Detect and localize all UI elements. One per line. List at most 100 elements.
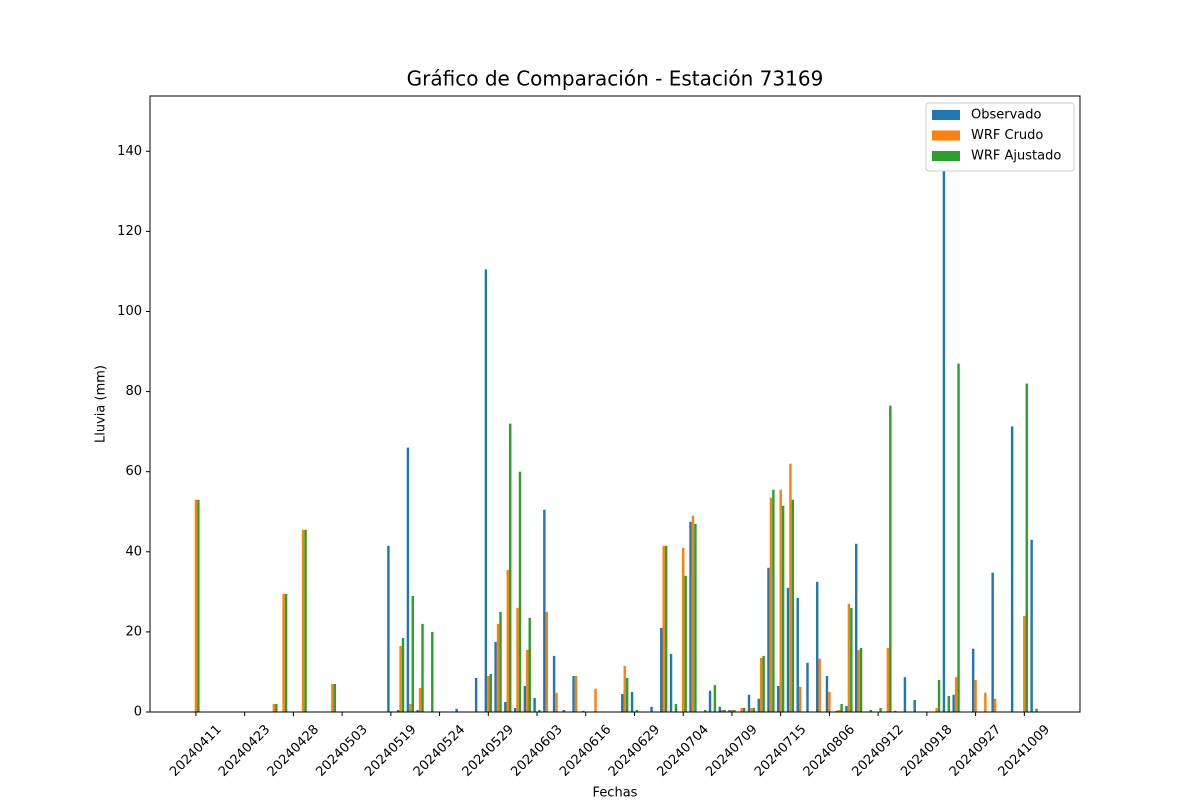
bar (954, 677, 958, 712)
y-tick-label: 60 (125, 464, 142, 479)
legend-label: Observado (971, 108, 1042, 123)
bar (506, 569, 510, 712)
bar (1025, 383, 1028, 712)
y-tick-label: 0 (134, 705, 142, 720)
bar (847, 603, 851, 712)
bar (835, 710, 838, 712)
bar (740, 707, 743, 712)
bar (984, 692, 987, 712)
bar (504, 701, 507, 712)
bar (630, 691, 634, 712)
bar (635, 709, 639, 712)
y-tick-label: 80 (125, 384, 142, 399)
bar (689, 521, 692, 712)
bar (937, 679, 941, 712)
bar (816, 581, 819, 712)
x-axis-label: Fechas (593, 786, 638, 801)
bar (767, 567, 770, 712)
y-axis-label: Lluvia (mm) (94, 365, 109, 443)
bar (197, 499, 200, 712)
bar (845, 705, 848, 712)
bar (509, 423, 512, 712)
bar (750, 707, 753, 712)
bar (1030, 539, 1033, 712)
y-tick-label: 100 (117, 304, 142, 319)
bar (574, 675, 578, 712)
bar (474, 677, 478, 712)
bar (545, 611, 548, 712)
bar (769, 497, 773, 712)
bar (572, 675, 575, 712)
bar (974, 679, 977, 712)
bar (650, 706, 653, 712)
bar (828, 691, 831, 712)
bar (796, 597, 799, 712)
bar (942, 125, 946, 712)
bar (513, 707, 517, 712)
bar (708, 690, 712, 712)
legend-swatch (932, 110, 960, 120)
bar (272, 703, 276, 712)
y-tick-label: 20 (125, 624, 142, 639)
bar (528, 617, 531, 712)
bar (723, 709, 726, 712)
bar (409, 703, 412, 712)
bar (718, 706, 721, 712)
bar (957, 363, 960, 712)
bar (825, 675, 829, 712)
bar (759, 657, 763, 712)
bar (786, 587, 790, 712)
bar (421, 623, 424, 712)
bar (399, 645, 402, 712)
bar (733, 709, 736, 712)
bar (1010, 426, 1014, 712)
bar (728, 709, 731, 712)
bar (854, 543, 858, 712)
y-tick-label: 40 (125, 544, 142, 559)
bar (411, 595, 414, 712)
bar (779, 489, 782, 712)
bar (903, 677, 907, 712)
bar (487, 675, 490, 712)
bar (194, 499, 198, 712)
bar (669, 653, 673, 712)
bar (893, 710, 897, 712)
bar (913, 699, 916, 712)
bar (837, 709, 841, 712)
bar (840, 703, 843, 712)
bar (533, 697, 536, 712)
bar (516, 607, 519, 712)
bar (857, 649, 860, 712)
bar (284, 593, 288, 712)
bar (947, 695, 951, 712)
bar (1035, 708, 1038, 712)
bar (691, 515, 695, 712)
bar (752, 707, 756, 712)
bar (304, 529, 307, 712)
bar (331, 683, 334, 712)
bar (396, 709, 400, 712)
bar (886, 647, 890, 712)
bar (991, 572, 994, 712)
bar (859, 647, 863, 712)
bar (455, 708, 458, 712)
bar (971, 648, 975, 712)
bar (762, 655, 765, 712)
bar (694, 523, 697, 712)
bar (713, 685, 717, 712)
bar (869, 709, 873, 712)
bar (301, 529, 305, 712)
bar (662, 545, 665, 712)
bar (747, 694, 751, 712)
bar (781, 505, 785, 712)
bar (660, 627, 663, 712)
bar (416, 709, 419, 712)
bar (401, 637, 405, 712)
bar (730, 709, 734, 712)
bar (935, 707, 938, 712)
legend-box (925, 102, 1075, 172)
bar (806, 662, 809, 712)
bar (526, 649, 529, 712)
bar (791, 499, 795, 712)
bar (418, 687, 422, 712)
